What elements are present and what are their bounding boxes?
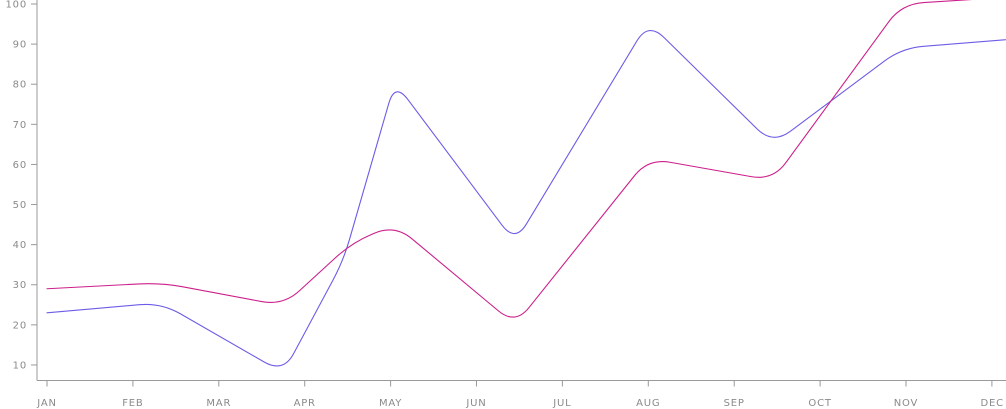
y-tick-label: 30	[13, 280, 27, 291]
x-axis: JAN FEB MAR APR MAY JUN JUL AUG SEP OCT NOV DEC	[36, 380, 1006, 409]
x-tick-label: JUN	[465, 398, 486, 409]
y-tick-label: 10	[13, 360, 27, 371]
y-tick-label: 40	[13, 240, 27, 251]
x-tick-label: JAN	[36, 398, 57, 409]
y-tick-label: 20	[13, 320, 27, 331]
y-tick-label: 70	[13, 120, 27, 131]
x-tick-label: MAR	[206, 398, 231, 409]
x-tick-label: DEC	[980, 398, 1003, 409]
x-tick-label: FEB	[122, 398, 143, 409]
x-tick-label: SEP	[724, 398, 745, 409]
x-tick-label: APR	[294, 398, 316, 409]
x-tick-label: OCT	[808, 398, 831, 409]
y-tick-label: 50	[13, 200, 27, 211]
y-tick-label: 90	[13, 40, 27, 51]
x-tick-label: JUL	[552, 398, 571, 409]
y-axis: 10 20 30 40 50 60 70 80 90 100	[6, 0, 38, 381]
x-tick-label: NOV	[894, 398, 918, 409]
series-line-2	[46, 0, 973, 318]
y-tick-label: 60	[13, 160, 27, 171]
y-tick-label: 100	[6, 0, 28, 11]
x-tick-label: AUG	[636, 398, 660, 409]
series-layer	[46, 0, 1006, 367]
y-tick-label: 80	[13, 80, 27, 91]
x-tick-label: MAY	[379, 398, 402, 409]
series-line-1	[46, 30, 1006, 367]
